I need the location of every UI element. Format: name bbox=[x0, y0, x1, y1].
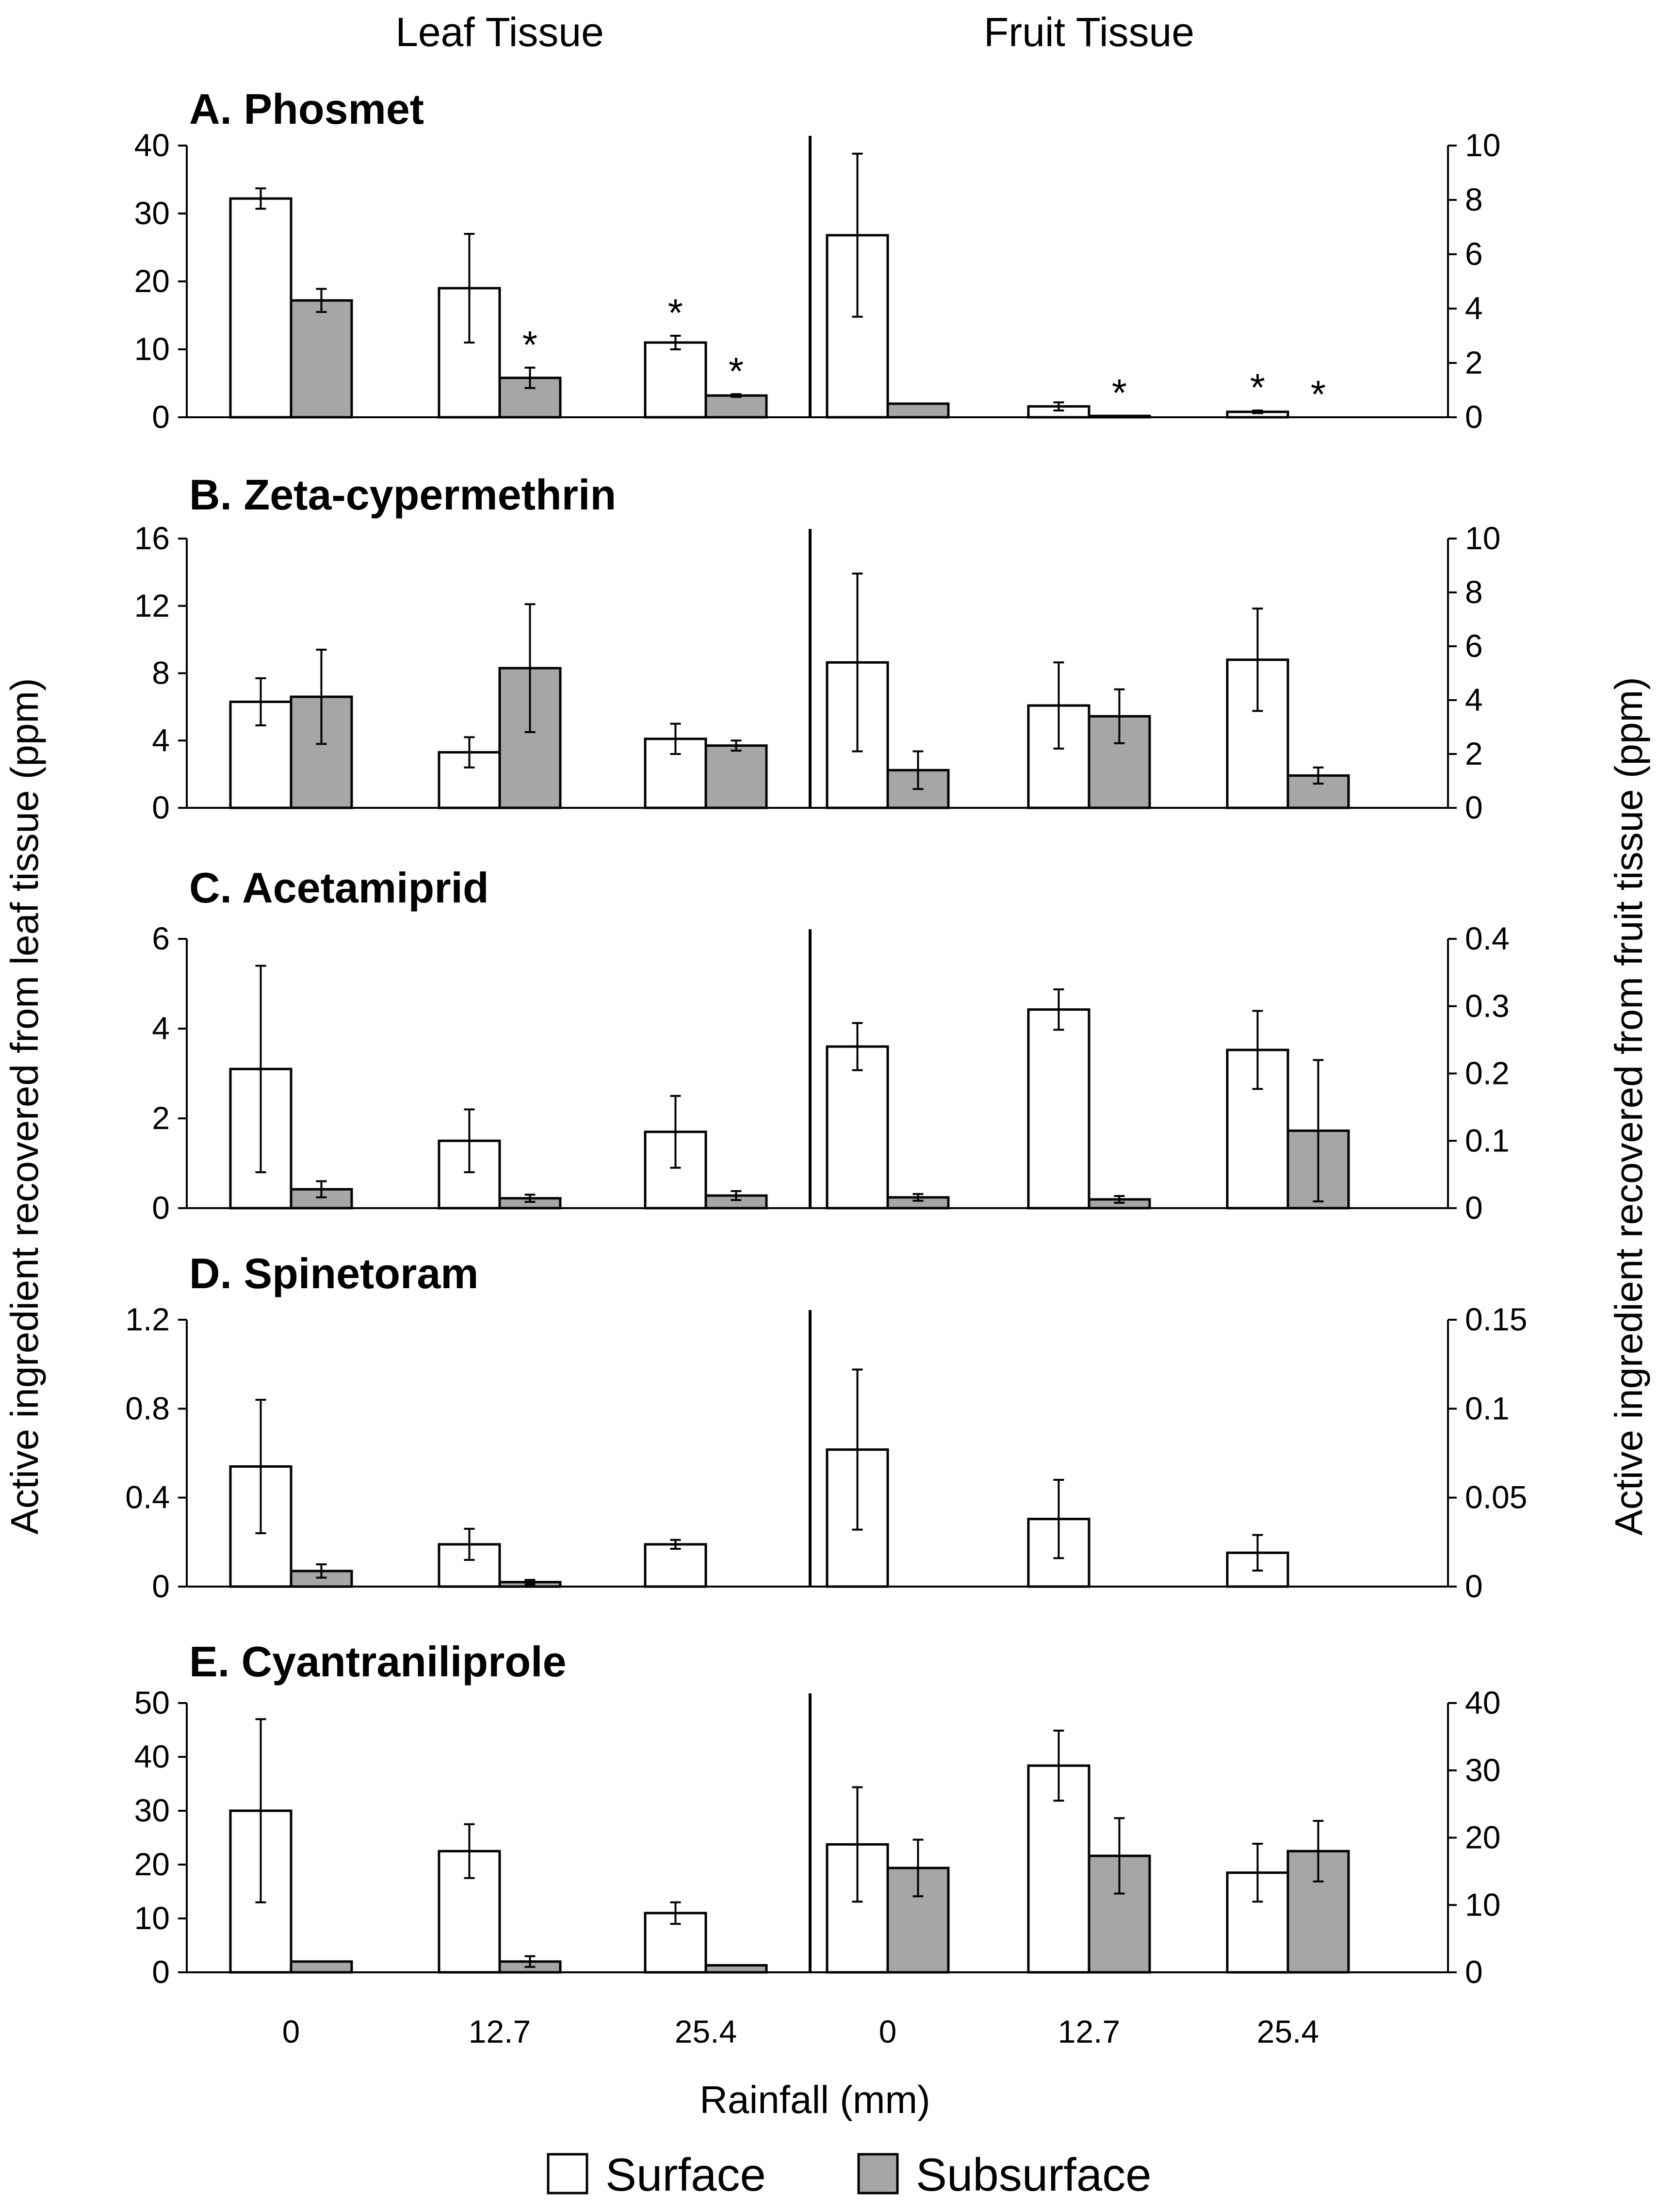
leaf-y-tick-label: 8 bbox=[152, 655, 170, 691]
x-tick-fruit-1: 12.7 bbox=[1058, 2014, 1120, 2049]
fruit-y-tick-label: 0 bbox=[1465, 399, 1483, 435]
fruit-y-tick-label: 0 bbox=[1465, 789, 1483, 825]
panel-3: C. Acetamiprid 0 2 4 6 0 0.1 0.2 0.3 0.4 bbox=[152, 864, 1509, 1226]
x-tick-leaf-0: 0 bbox=[282, 2014, 300, 2049]
legend-label-subsurface: Subsurface bbox=[916, 2149, 1152, 2201]
fruit-bar-surface bbox=[1027, 1008, 1090, 1210]
leaf-bar-subsurface bbox=[290, 1960, 353, 1974]
panel-4: D. Spinetoram 0 0.4 0.8 1.2 0 0.05 0.1 0.15 bbox=[125, 1249, 1527, 1604]
fruit-y-tick-label: 0.4 bbox=[1465, 920, 1510, 956]
y-axis-label-left: Active ingredient recovered from leaf ti… bbox=[3, 678, 46, 1534]
leaf-y-tick-label: 1.2 bbox=[125, 1301, 170, 1337]
x-tick-leaf-1: 12.7 bbox=[469, 2014, 531, 2049]
fruit-y-tick-label: 0 bbox=[1465, 1954, 1483, 1990]
significance-marker: * bbox=[1250, 366, 1265, 409]
leaf-y-tick-label: 20 bbox=[134, 1846, 170, 1882]
fruit-bar-surface bbox=[826, 1045, 889, 1210]
fruit-y-tick-label: 6 bbox=[1465, 236, 1483, 272]
fruit-y-tick-label: 10 bbox=[1465, 520, 1500, 556]
leaf-y-tick-label: 0.8 bbox=[125, 1390, 170, 1426]
fruit-y-tick-label: 0.15 bbox=[1465, 1301, 1527, 1337]
leaf-bar-surface bbox=[229, 197, 293, 419]
leaf-y-tick-label: 40 bbox=[134, 1738, 170, 1774]
leaf-bar-surface bbox=[644, 1543, 707, 1588]
panel-title: E. Cyantraniliprole bbox=[189, 1638, 567, 1686]
leaf-y-tick-label: 20 bbox=[134, 263, 170, 299]
significance-marker: * bbox=[1311, 373, 1326, 416]
header-fruit-tissue: Fruit Tissue bbox=[984, 9, 1194, 55]
leaf-y-tick-label: 0 bbox=[152, 789, 170, 825]
x-axis-label: Rainfall (mm) bbox=[699, 2078, 930, 2121]
fruit-y-tick-label: 0 bbox=[1465, 1568, 1483, 1604]
fruit-y-tick-label: 0 bbox=[1465, 1190, 1483, 1226]
significance-marker: * bbox=[1112, 371, 1127, 414]
panel-title: C. Acetamiprid bbox=[189, 864, 489, 912]
panel-title: A. Phosmet bbox=[189, 85, 424, 133]
legend: Surface Subsurface bbox=[547, 2149, 1152, 2201]
fruit-y-tick-label: 0.05 bbox=[1465, 1479, 1527, 1515]
legend-label-surface: Surface bbox=[605, 2149, 766, 2201]
panel-1: A. Phosmet 0 10 20 30 40 * * * 0 2 4 6 8 10 * * * bbox=[134, 85, 1501, 435]
fruit-y-tick-label: 10 bbox=[1465, 1886, 1500, 1922]
leaf-y-tick-label: 2 bbox=[152, 1100, 170, 1136]
panel-title: D. Spinetoram bbox=[189, 1249, 479, 1297]
fruit-y-tick-label: 2 bbox=[1465, 736, 1483, 771]
leaf-y-tick-label: 30 bbox=[134, 1792, 170, 1828]
fruit-y-tick-label: 20 bbox=[1465, 1819, 1500, 1855]
fruit-y-tick-label: 0.3 bbox=[1465, 988, 1510, 1024]
leaf-y-tick-label: 6 bbox=[152, 920, 170, 956]
fruit-y-tick-label: 8 bbox=[1465, 181, 1483, 217]
panel-5: E. Cyantraniliprole 0 10 20 30 40 50 0 10 20 30 40 bbox=[134, 1638, 1501, 1990]
panel-2: B. Zeta-cypermethrin 0 4 8 12 16 0 2 4 6 8 10 bbox=[134, 471, 1501, 825]
leaf-y-tick-label: 0 bbox=[152, 1954, 170, 1990]
leaf-bar-subsurface bbox=[704, 744, 768, 809]
x-tick-fruit-0: 0 bbox=[879, 2014, 897, 2049]
leaf-y-tick-label: 12 bbox=[134, 588, 170, 623]
legend-swatch-surface bbox=[547, 2153, 588, 2195]
leaf-y-tick-label: 0 bbox=[152, 1568, 170, 1604]
fruit-bar-subsurface bbox=[886, 402, 950, 419]
leaf-y-tick-label: 0 bbox=[152, 1190, 170, 1226]
leaf-y-tick-label: 0.4 bbox=[125, 1479, 170, 1515]
y-axis-label-right: Active ingredient recovered from fruit t… bbox=[1607, 677, 1650, 1536]
fruit-y-tick-label: 0.1 bbox=[1465, 1122, 1510, 1158]
leaf-bar-subsurface bbox=[290, 299, 353, 419]
fruit-bar-surface bbox=[1226, 1049, 1289, 1210]
leaf-bar-surface bbox=[644, 341, 707, 419]
fruit-y-tick-label: 6 bbox=[1465, 628, 1483, 664]
fruit-y-tick-label: 30 bbox=[1465, 1752, 1500, 1788]
fruit-y-tick-label: 0.1 bbox=[1465, 1390, 1510, 1426]
fruit-y-tick-label: 10 bbox=[1465, 127, 1500, 163]
legend-swatch-subsurface bbox=[857, 2153, 899, 2195]
header-leaf-tissue: Leaf Tissue bbox=[395, 9, 604, 55]
fruit-bar-subsurface bbox=[1088, 414, 1151, 419]
leaf-y-tick-label: 4 bbox=[152, 722, 170, 758]
fruit-y-tick-label: 0.2 bbox=[1465, 1055, 1510, 1091]
leaf-y-tick-label: 16 bbox=[134, 520, 170, 556]
fruit-y-tick-label: 2 bbox=[1465, 344, 1483, 380]
leaf-y-tick-label: 10 bbox=[134, 331, 170, 367]
x-tick-leaf-2: 25.4 bbox=[675, 2014, 737, 2049]
leaf-y-tick-label: 30 bbox=[134, 195, 170, 231]
leaf-y-tick-label: 4 bbox=[152, 1010, 170, 1046]
leaf-bar-subsurface bbox=[704, 394, 768, 419]
x-tick-fruit-2: 25.4 bbox=[1257, 2014, 1319, 2049]
leaf-bar-subsurface bbox=[704, 1964, 768, 1974]
significance-marker: * bbox=[729, 349, 744, 393]
leaf-y-tick-label: 40 bbox=[134, 127, 170, 163]
significance-marker: * bbox=[522, 323, 537, 366]
fruit-y-tick-label: 40 bbox=[1465, 1685, 1500, 1720]
fruit-y-tick-label: 4 bbox=[1465, 682, 1483, 718]
leaf-y-tick-label: 10 bbox=[134, 1900, 170, 1936]
leaf-y-tick-label: 0 bbox=[152, 399, 170, 435]
panel-title: B. Zeta-cypermethrin bbox=[189, 471, 616, 519]
significance-marker: * bbox=[668, 291, 683, 334]
fruit-y-tick-label: 4 bbox=[1465, 290, 1483, 326]
fruit-y-tick-label: 8 bbox=[1465, 574, 1483, 610]
leaf-y-tick-label: 50 bbox=[134, 1685, 170, 1720]
